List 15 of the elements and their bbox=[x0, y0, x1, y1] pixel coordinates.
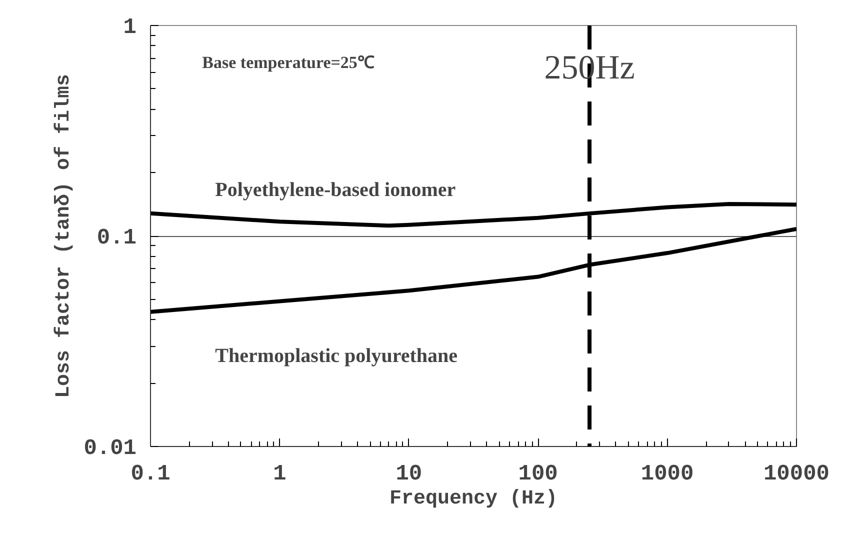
series-label: Thermoplastic polyurethane bbox=[215, 344, 458, 367]
series-label: Polyethylene-based ionomer bbox=[215, 179, 456, 202]
x-tick-label: 100 bbox=[518, 462, 558, 486]
x-tick-label: 1000 bbox=[640, 462, 694, 486]
y-tick-label: 0.1 bbox=[96, 226, 137, 250]
x-tick-label: 0.1 bbox=[130, 462, 170, 486]
y-tick-label: 0.01 bbox=[84, 436, 137, 461]
y-tick-label: 1 bbox=[123, 15, 136, 40]
x-tick-label: 1 bbox=[273, 462, 286, 486]
ref-line-label: 250Hz bbox=[544, 49, 635, 86]
x-axis-title: Frequency (Hz) bbox=[389, 488, 558, 510]
x-tick-label: 10 bbox=[396, 462, 422, 486]
y-axis-title: Loss factor (tanδ) of films bbox=[52, 74, 76, 398]
annotation: Base temperature=25℃ bbox=[202, 52, 374, 72]
x-tick-label: 10000 bbox=[763, 462, 830, 486]
